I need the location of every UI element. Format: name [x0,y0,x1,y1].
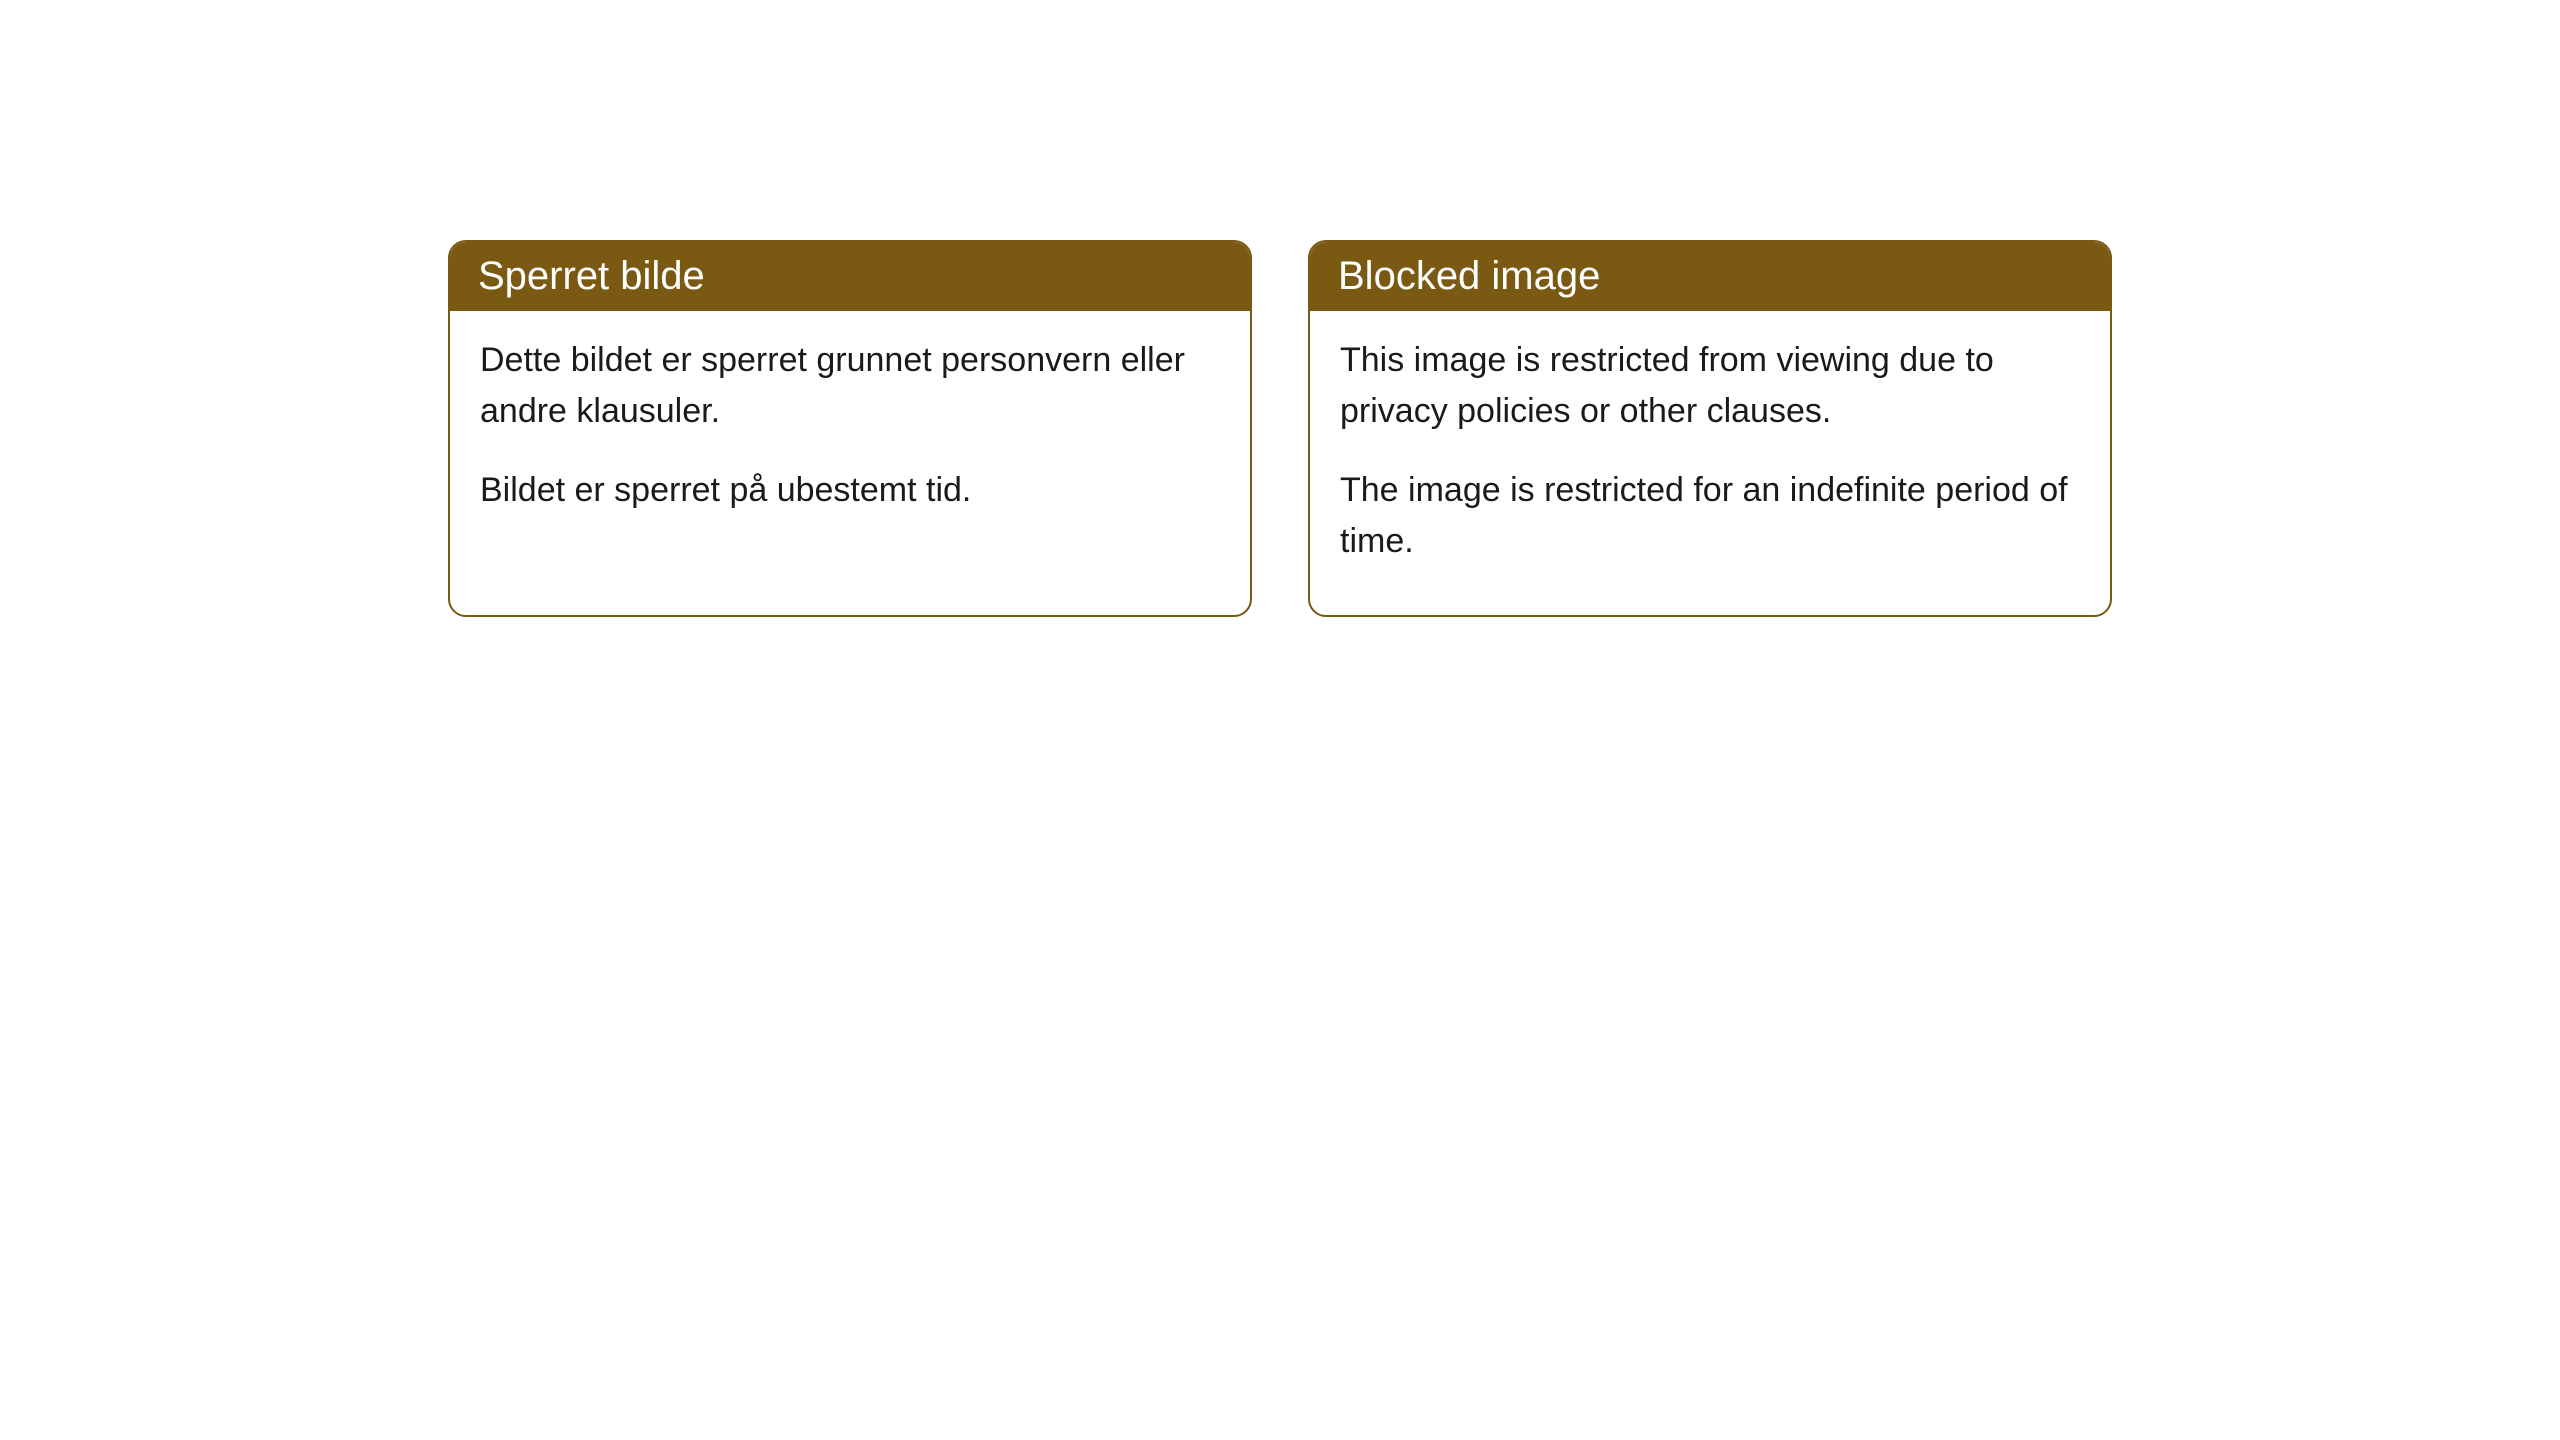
blocked-image-card-en: Blocked image This image is restricted f… [1308,240,2112,617]
card-paragraph: Bildet er sperret på ubestemt tid. [480,465,1220,516]
card-paragraph: This image is restricted from viewing du… [1340,335,2080,437]
card-body: This image is restricted from viewing du… [1310,311,2110,615]
cards-container: Sperret bilde Dette bildet er sperret gr… [0,0,2560,617]
card-body: Dette bildet er sperret grunnet personve… [450,311,1250,564]
card-header: Sperret bilde [450,242,1250,311]
card-title: Blocked image [1338,254,1600,298]
card-title: Sperret bilde [478,254,705,298]
card-header: Blocked image [1310,242,2110,311]
card-paragraph: The image is restricted for an indefinit… [1340,465,2080,567]
card-paragraph: Dette bildet er sperret grunnet personve… [480,335,1220,437]
blocked-image-card-no: Sperret bilde Dette bildet er sperret gr… [448,240,1252,617]
